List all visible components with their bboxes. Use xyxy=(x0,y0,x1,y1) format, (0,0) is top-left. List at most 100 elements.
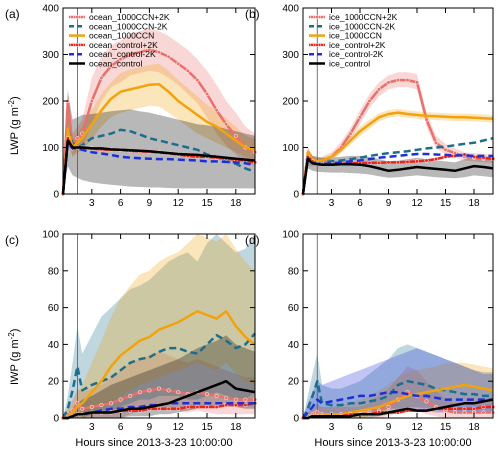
data-point-ice_control+2K xyxy=(462,406,467,411)
data-point-ocean_1000CCN+2K xyxy=(214,108,219,113)
x-tick-label: 9 xyxy=(386,198,392,209)
data-point-ocean_1000CCN+2K xyxy=(166,388,171,393)
band-ocean_1000CCN-2K xyxy=(63,234,255,418)
series-line-ice_1000CCN xyxy=(303,383,494,420)
data-point-ocean_control+2K xyxy=(156,406,162,411)
x-tick-label: 6 xyxy=(357,198,363,209)
legend-label-ice_control-2K: ice_control-2K xyxy=(329,49,384,59)
data-point-ocean_control+2K xyxy=(204,404,210,410)
data-point-ocean_1000CCN+2K xyxy=(166,54,171,59)
data-point-ice_1000CCN+2K xyxy=(414,80,420,85)
x-tick-label: 6 xyxy=(118,198,124,209)
series-line-ice_control-2K xyxy=(302,390,493,419)
data-point-ocean_1000CCN+2K xyxy=(128,393,133,398)
y-tick-label: 100 xyxy=(42,230,59,241)
band-ice_1000CCN+2K xyxy=(303,366,493,418)
legend-label-ice_control+2K: ice_control+2K xyxy=(329,40,386,50)
x-tick-label: 15 xyxy=(201,422,213,433)
panel-label-b: (b) xyxy=(245,7,260,21)
y-tick-label: 80 xyxy=(48,266,60,277)
legend-label-ice_control: ice_control xyxy=(329,59,370,69)
data-point-ocean_1000CCN+2K xyxy=(204,392,210,397)
panel-c: 3 6 9 12 15 18 0 20 40 60 80 100 (c) xyxy=(5,230,258,433)
x-tick-label: 9 xyxy=(147,422,153,433)
data-point-ocean_1000CCN+2K xyxy=(204,91,210,97)
data-point-ice_1000CCN+2K xyxy=(433,140,439,145)
data-point-ocean_1000CCN+2K xyxy=(108,64,114,69)
y-tick-label: 20 xyxy=(288,377,300,388)
y-tick-label: 20 xyxy=(48,377,60,388)
data-point-ice_1000CCN+2K xyxy=(405,78,410,83)
panel-label-a: (a) xyxy=(5,7,20,21)
data-point-ocean_1000CCN+2K xyxy=(147,47,152,52)
legend-label-ocean_control: ocean_control xyxy=(89,59,143,69)
legend-label-ice_1000CCN-2K: ice_1000CCN-2K xyxy=(329,21,395,31)
data-point-ice_control+2K xyxy=(452,406,458,411)
plot-frame xyxy=(302,233,494,419)
y-tick-label: 300 xyxy=(282,50,299,61)
data-point-ocean_1000CCN+2K xyxy=(108,401,114,406)
data-point-ice_1000CCN+2K xyxy=(481,410,486,415)
data-point-ocean_1000CCN+2K xyxy=(243,397,248,402)
band-ocean_1000CCN xyxy=(63,234,255,418)
data-point-ice_1000CCN+2K xyxy=(452,410,458,415)
series-line-ocean_control-2K xyxy=(63,402,255,420)
y-tick-label: 100 xyxy=(42,143,59,154)
legend-label-ocean_1000CCN+2K: ocean_1000CCN+2K xyxy=(89,12,170,22)
data-point-ocean_1000CCN+2K xyxy=(233,133,238,138)
x-tick-label: 18 xyxy=(468,422,480,433)
series-line-ocean_1000CCN-2K xyxy=(61,332,256,419)
xlabel-left: Hours since 2013-3-23 10:00:00 xyxy=(75,437,232,449)
x-tick-label: 18 xyxy=(230,198,242,209)
ylabel-top: LWP (g m-2) xyxy=(7,96,21,155)
legend-label-ocean_control+2K: ocean_control+2K xyxy=(89,40,158,50)
legend-dot-ice_control+2K xyxy=(310,43,314,47)
legend-label-ice_1000CCN+2K: ice_1000CCN+2K xyxy=(329,12,398,22)
ylabel-bottom-exponent: -2 xyxy=(7,332,16,340)
data-point-ice_1000CCN+2K xyxy=(462,410,467,415)
ylabel-bottom-text: IWP (g m xyxy=(9,339,21,385)
panel-b: 3 6 9 12 15 18 0 100 200 300 400 (b) ice_1000CCN+2Ki… xyxy=(245,4,496,209)
y-tick-label: 0 xyxy=(53,414,59,425)
legend-dot-ocean_1000CCN+2K xyxy=(70,15,74,19)
legend-dot-ocean_control+2K xyxy=(70,43,74,47)
ylabel-top-exponent: -2 xyxy=(7,99,16,107)
series-line-ocean_control xyxy=(61,139,256,195)
data-point-ice_control+2K xyxy=(433,157,439,162)
legend-dot-ice_control+2K xyxy=(320,43,324,47)
band-ocean_1000CCN xyxy=(63,63,255,194)
xlabel-right: Hours since 2013-3-23 10:00:00 xyxy=(314,437,471,449)
x-tick-label: 3 xyxy=(329,198,335,209)
y-tick-label: 60 xyxy=(48,303,60,314)
data-point-ice_control+2K xyxy=(367,160,372,165)
panel-label-d: (d) xyxy=(245,233,260,247)
x-tick-label: 12 xyxy=(411,198,423,209)
series-line-ice_control xyxy=(303,398,494,420)
data-point-ice_1000CCN+2K xyxy=(348,131,353,136)
panel-a: 3 6 9 12 15 18 0 100 200 300 400 (a) ocean_1000CCN+2… xyxy=(5,4,258,209)
legend-dot-ocean_control+2K xyxy=(75,43,79,47)
x-tick-label: 3 xyxy=(89,198,95,209)
series-line-ocean_1000CCN xyxy=(61,83,256,195)
data-point-ocean_1000CCN+2K xyxy=(137,50,142,55)
data-point-ocean_1000CCN+2K xyxy=(195,78,200,83)
y-tick-label: 0 xyxy=(293,414,299,425)
y-tick-label: 40 xyxy=(288,340,300,351)
ylabel-bottom: IWP (g m-2) xyxy=(7,329,21,385)
data-point-ice_1000CCN+2K xyxy=(386,404,391,410)
x-tick-label: 15 xyxy=(440,198,452,209)
data-point-ocean_control+2K xyxy=(176,406,181,411)
data-point-ice_control+2K xyxy=(405,159,410,164)
data-point-ocean_1000CCN+2K xyxy=(156,50,162,55)
y-tick-label: 300 xyxy=(42,50,59,61)
plot-frame xyxy=(62,233,256,419)
legend-dot-ice_1000CCN+2K xyxy=(310,15,314,19)
y-tick-label: 400 xyxy=(42,4,59,15)
ylabel-top-text: LWP (g m xyxy=(9,107,21,155)
x-tick-label: 12 xyxy=(173,198,185,209)
y-tick-label: 100 xyxy=(282,143,299,154)
legend-dot-ice_1000CCN+2K xyxy=(315,15,319,19)
data-point-ice_1000CCN+2K xyxy=(424,117,429,122)
band-ocean_control xyxy=(63,335,255,418)
